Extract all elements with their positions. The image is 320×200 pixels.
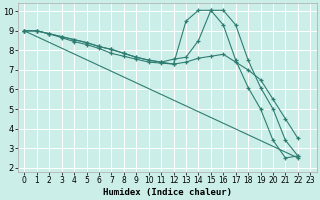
X-axis label: Humidex (Indice chaleur): Humidex (Indice chaleur) <box>103 188 232 197</box>
